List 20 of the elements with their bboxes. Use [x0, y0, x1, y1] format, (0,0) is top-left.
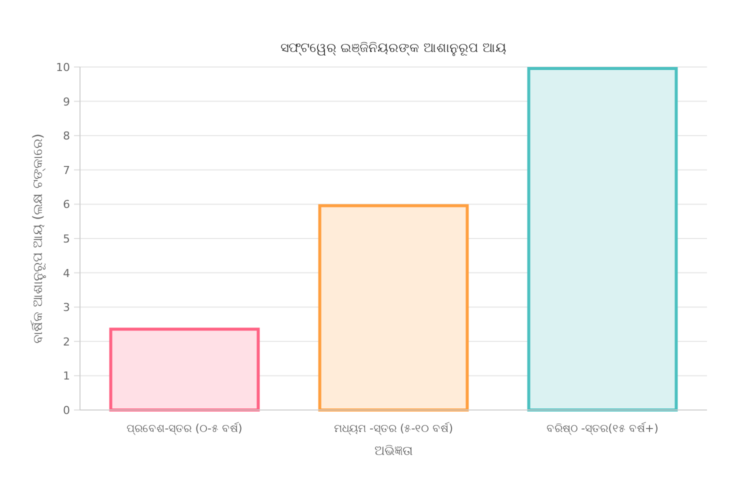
x-axis-title: ଅଭିଜ୍ଞତା: [374, 444, 412, 459]
y-axis-title: ବାର୍ଷିକ ଆଶାନୁରୂପ ଆୟ (ଲକ୍ଷ ଟଙ୍କାରେ): [30, 134, 47, 344]
y-tick-label: 10: [56, 61, 70, 74]
y-tick-label: 5: [63, 232, 70, 246]
y-tick-label: 3: [63, 301, 70, 314]
bar: [318, 204, 469, 412]
x-tick-label: ବରିଷ୍ଠ -ସ୍ତର(୧୫ ବର୍ଷ+): [546, 422, 658, 435]
bar: [527, 67, 678, 412]
y-tick-label: 1: [63, 370, 70, 383]
x-tick-label: ପ୍ରବେଶ-ସ୍ତର (୦-୫ ବର୍ଷ): [126, 422, 242, 435]
y-tick-label: 2: [63, 335, 70, 348]
bar: [109, 328, 260, 412]
y-tick-label: 0: [63, 404, 70, 417]
y-tick-label: 8: [63, 130, 70, 143]
y-tick-label: 4: [63, 266, 70, 280]
x-tick-label: ମଧ୍ୟମ -ସ୍ତର (୫-୧୦ ବର୍ଷ): [334, 422, 454, 435]
y-tick-label: 6: [63, 198, 70, 212]
chart-title: ସଫ୍ଟୱେର୍ ଇଞ୍ଜିନିୟରଙ୍କ ଆଶାନୁରୂପ ଆୟ: [280, 41, 507, 57]
y-tick-label: 9: [63, 95, 70, 108]
y-tick-label: 7: [63, 164, 70, 177]
